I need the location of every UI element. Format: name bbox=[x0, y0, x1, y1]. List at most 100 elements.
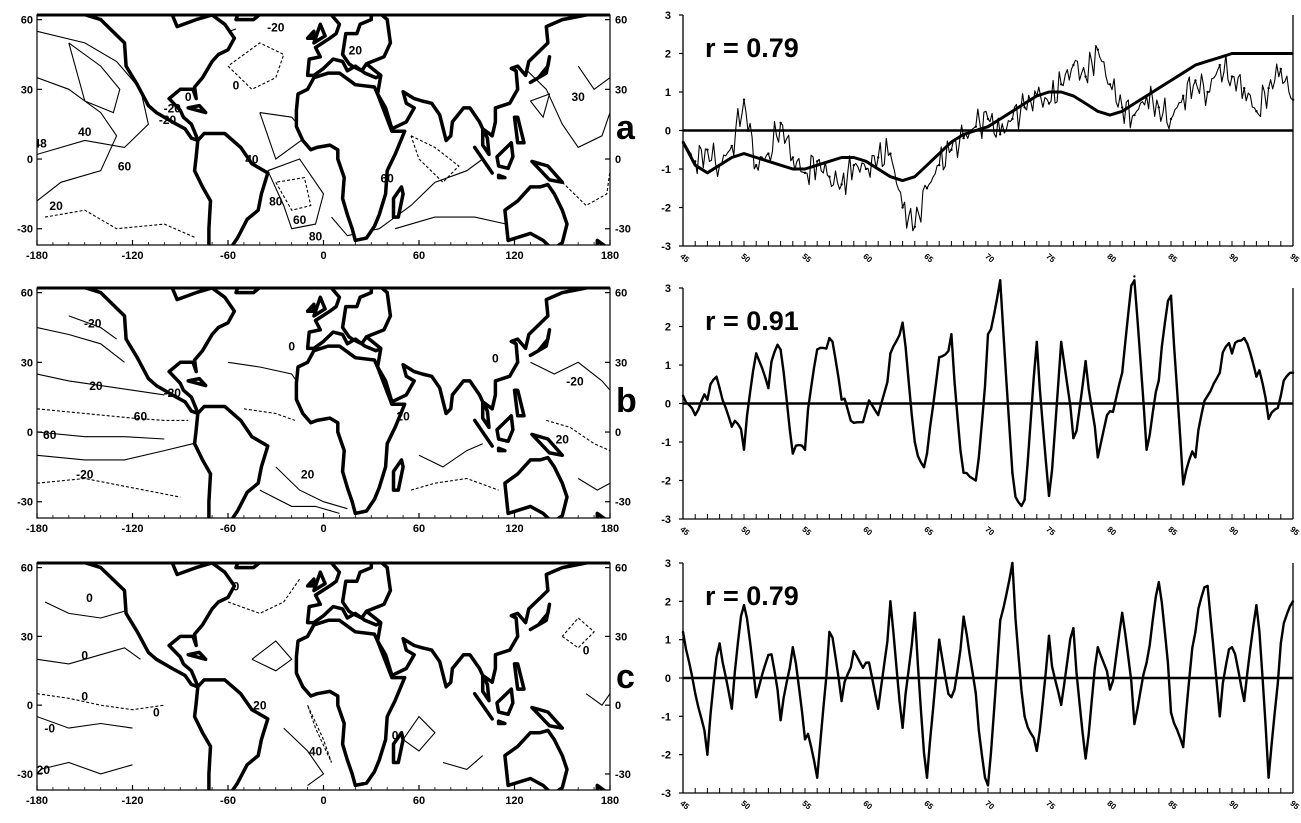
data-point bbox=[852, 649, 855, 653]
lon-tick-label: -60 bbox=[220, 523, 236, 535]
contour-line bbox=[37, 326, 125, 363]
y-tick-label: -3 bbox=[661, 241, 671, 253]
coastline bbox=[80, 15, 237, 143]
x-tick-label: 90 bbox=[1227, 799, 1240, 812]
x-tick-label: 75 bbox=[1044, 799, 1057, 812]
y-tick-label: 3 bbox=[665, 283, 671, 295]
coastline bbox=[472, 691, 494, 721]
data-point bbox=[1218, 715, 1222, 718]
x-tick-label: 45 bbox=[678, 799, 691, 812]
lon-tick-label: -120 bbox=[121, 795, 143, 807]
data-point bbox=[1230, 646, 1234, 649]
data-point bbox=[1267, 417, 1270, 421]
x-tick-label: 50 bbox=[739, 799, 752, 812]
lon-tick-label: 180 bbox=[601, 250, 619, 262]
data-point bbox=[1035, 340, 1039, 344]
data-point bbox=[706, 398, 709, 401]
coastline bbox=[530, 705, 565, 730]
data-point bbox=[1023, 715, 1026, 718]
data-point bbox=[1121, 371, 1124, 374]
contour-label: 60 bbox=[134, 409, 148, 423]
x-tick-label: 95 bbox=[1288, 799, 1301, 812]
lon-tick-label: 120 bbox=[505, 795, 523, 807]
data-point bbox=[1108, 410, 1112, 413]
coastline bbox=[512, 115, 526, 145]
contour-label: -20 bbox=[267, 20, 285, 34]
coastline bbox=[595, 511, 607, 518]
data-point bbox=[1047, 102, 1051, 105]
contour-line bbox=[402, 715, 436, 752]
contour-line bbox=[37, 77, 118, 202]
x-tick-label: 65 bbox=[922, 252, 935, 265]
coastline bbox=[503, 728, 569, 790]
data-point bbox=[791, 156, 794, 159]
data-point bbox=[742, 98, 746, 101]
series-line-thin bbox=[682, 44, 1294, 232]
data-point bbox=[986, 117, 990, 121]
lat-tick-label-right: 60 bbox=[615, 15, 627, 27]
contour-line bbox=[529, 93, 551, 119]
data-point bbox=[1084, 359, 1087, 363]
data-point bbox=[1096, 48, 1100, 51]
data-point bbox=[1194, 630, 1197, 634]
coastline bbox=[495, 141, 515, 171]
map-content: 0 0 0 -0 0 20 40 0 0 20 0 bbox=[37, 563, 610, 790]
data-point bbox=[1291, 98, 1295, 101]
data-point bbox=[1060, 340, 1063, 344]
data-point bbox=[767, 152, 770, 155]
data-point bbox=[1145, 448, 1148, 451]
data-point bbox=[974, 479, 977, 482]
data-point bbox=[816, 348, 819, 351]
coastline bbox=[312, 22, 327, 45]
x-tick-label: 60 bbox=[861, 525, 874, 538]
coastline bbox=[312, 570, 327, 593]
coastline bbox=[495, 687, 515, 717]
data-point bbox=[694, 413, 697, 417]
data-point bbox=[1255, 110, 1258, 113]
x-tick-label: 45 bbox=[678, 252, 691, 265]
x-tick-label: 70 bbox=[983, 252, 996, 265]
timeseries-panel-a: 3 2 1 0 -1 -2 -3 45 50 55 60 65 70 75 80 85 90 95 r = 0.79 bbox=[661, 10, 1301, 265]
data-point bbox=[925, 776, 929, 779]
y-tick-label: -3 bbox=[661, 788, 671, 800]
data-point bbox=[1218, 63, 1222, 67]
data-point bbox=[1133, 275, 1136, 278]
coastline bbox=[530, 159, 565, 185]
data-point bbox=[816, 776, 819, 779]
contour-label: -20 bbox=[76, 468, 94, 482]
contour-label: 20 bbox=[37, 763, 51, 777]
data-point bbox=[950, 333, 953, 336]
coastline bbox=[192, 404, 270, 518]
data-point bbox=[925, 187, 929, 190]
data-point bbox=[1279, 67, 1283, 71]
data-point bbox=[1182, 94, 1185, 98]
series-line-thick-smooth bbox=[681, 52, 1293, 183]
lat-tick-label-left: 30 bbox=[21, 84, 33, 96]
contour-line bbox=[37, 716, 133, 729]
data-point bbox=[730, 144, 733, 148]
contour-line bbox=[577, 478, 610, 491]
data-point bbox=[742, 448, 746, 451]
lat-tick-label-right: -30 bbox=[615, 224, 631, 236]
y-tick-label: -3 bbox=[661, 514, 671, 526]
contour-label: 40 bbox=[78, 125, 92, 139]
lat-tick-label-left: 30 bbox=[21, 631, 33, 643]
data-point bbox=[1072, 436, 1075, 440]
x-tick-label: 50 bbox=[739, 252, 752, 265]
data-point bbox=[1206, 394, 1209, 397]
coastline bbox=[364, 15, 591, 157]
coastline bbox=[364, 563, 591, 703]
contour-label: 0 bbox=[392, 729, 399, 743]
coastline bbox=[186, 650, 208, 662]
data-point bbox=[1133, 113, 1136, 117]
x-tick-label: 45 bbox=[678, 525, 691, 538]
coastline bbox=[305, 563, 383, 627]
contour-label: 0 bbox=[153, 706, 160, 720]
lon-tick-label: -120 bbox=[121, 250, 143, 262]
lat-tick-label-right: 0 bbox=[615, 427, 621, 439]
lat-tick-label-right: 30 bbox=[615, 84, 627, 96]
contour-label: -0 bbox=[44, 722, 55, 736]
contour-label: 80 bbox=[269, 195, 283, 209]
contour-line bbox=[410, 477, 499, 491]
